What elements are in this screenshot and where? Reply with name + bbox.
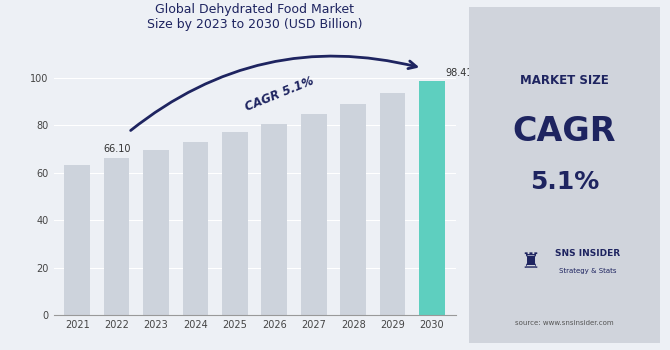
- Bar: [340, 104, 366, 315]
- Bar: [380, 93, 405, 315]
- Bar: [301, 114, 326, 315]
- Title: Global Dehydrated Food Market
Size by 2023 to 2030 (USD Billion): Global Dehydrated Food Market Size by 20…: [147, 3, 362, 31]
- Bar: [183, 142, 208, 315]
- Bar: [64, 166, 90, 315]
- Text: MARKET SIZE: MARKET SIZE: [520, 75, 609, 88]
- Bar: [261, 124, 287, 315]
- Bar: [104, 158, 129, 315]
- Text: 66.10: 66.10: [103, 144, 131, 154]
- Text: CAGR 5.1%: CAGR 5.1%: [243, 75, 316, 114]
- Bar: [143, 150, 169, 315]
- Text: SNS INSIDER: SNS INSIDER: [555, 250, 620, 258]
- Text: 5.1%: 5.1%: [530, 170, 599, 194]
- Text: Strategy & Stats: Strategy & Stats: [559, 268, 616, 274]
- Text: ♜: ♜: [520, 252, 540, 272]
- Bar: [222, 132, 248, 315]
- Text: 98.41(BN): 98.41(BN): [446, 68, 495, 78]
- Bar: [419, 82, 445, 315]
- FancyBboxPatch shape: [463, 0, 666, 350]
- Text: CAGR: CAGR: [513, 115, 616, 148]
- Text: source: www.snsinsider.com: source: www.snsinsider.com: [515, 320, 614, 326]
